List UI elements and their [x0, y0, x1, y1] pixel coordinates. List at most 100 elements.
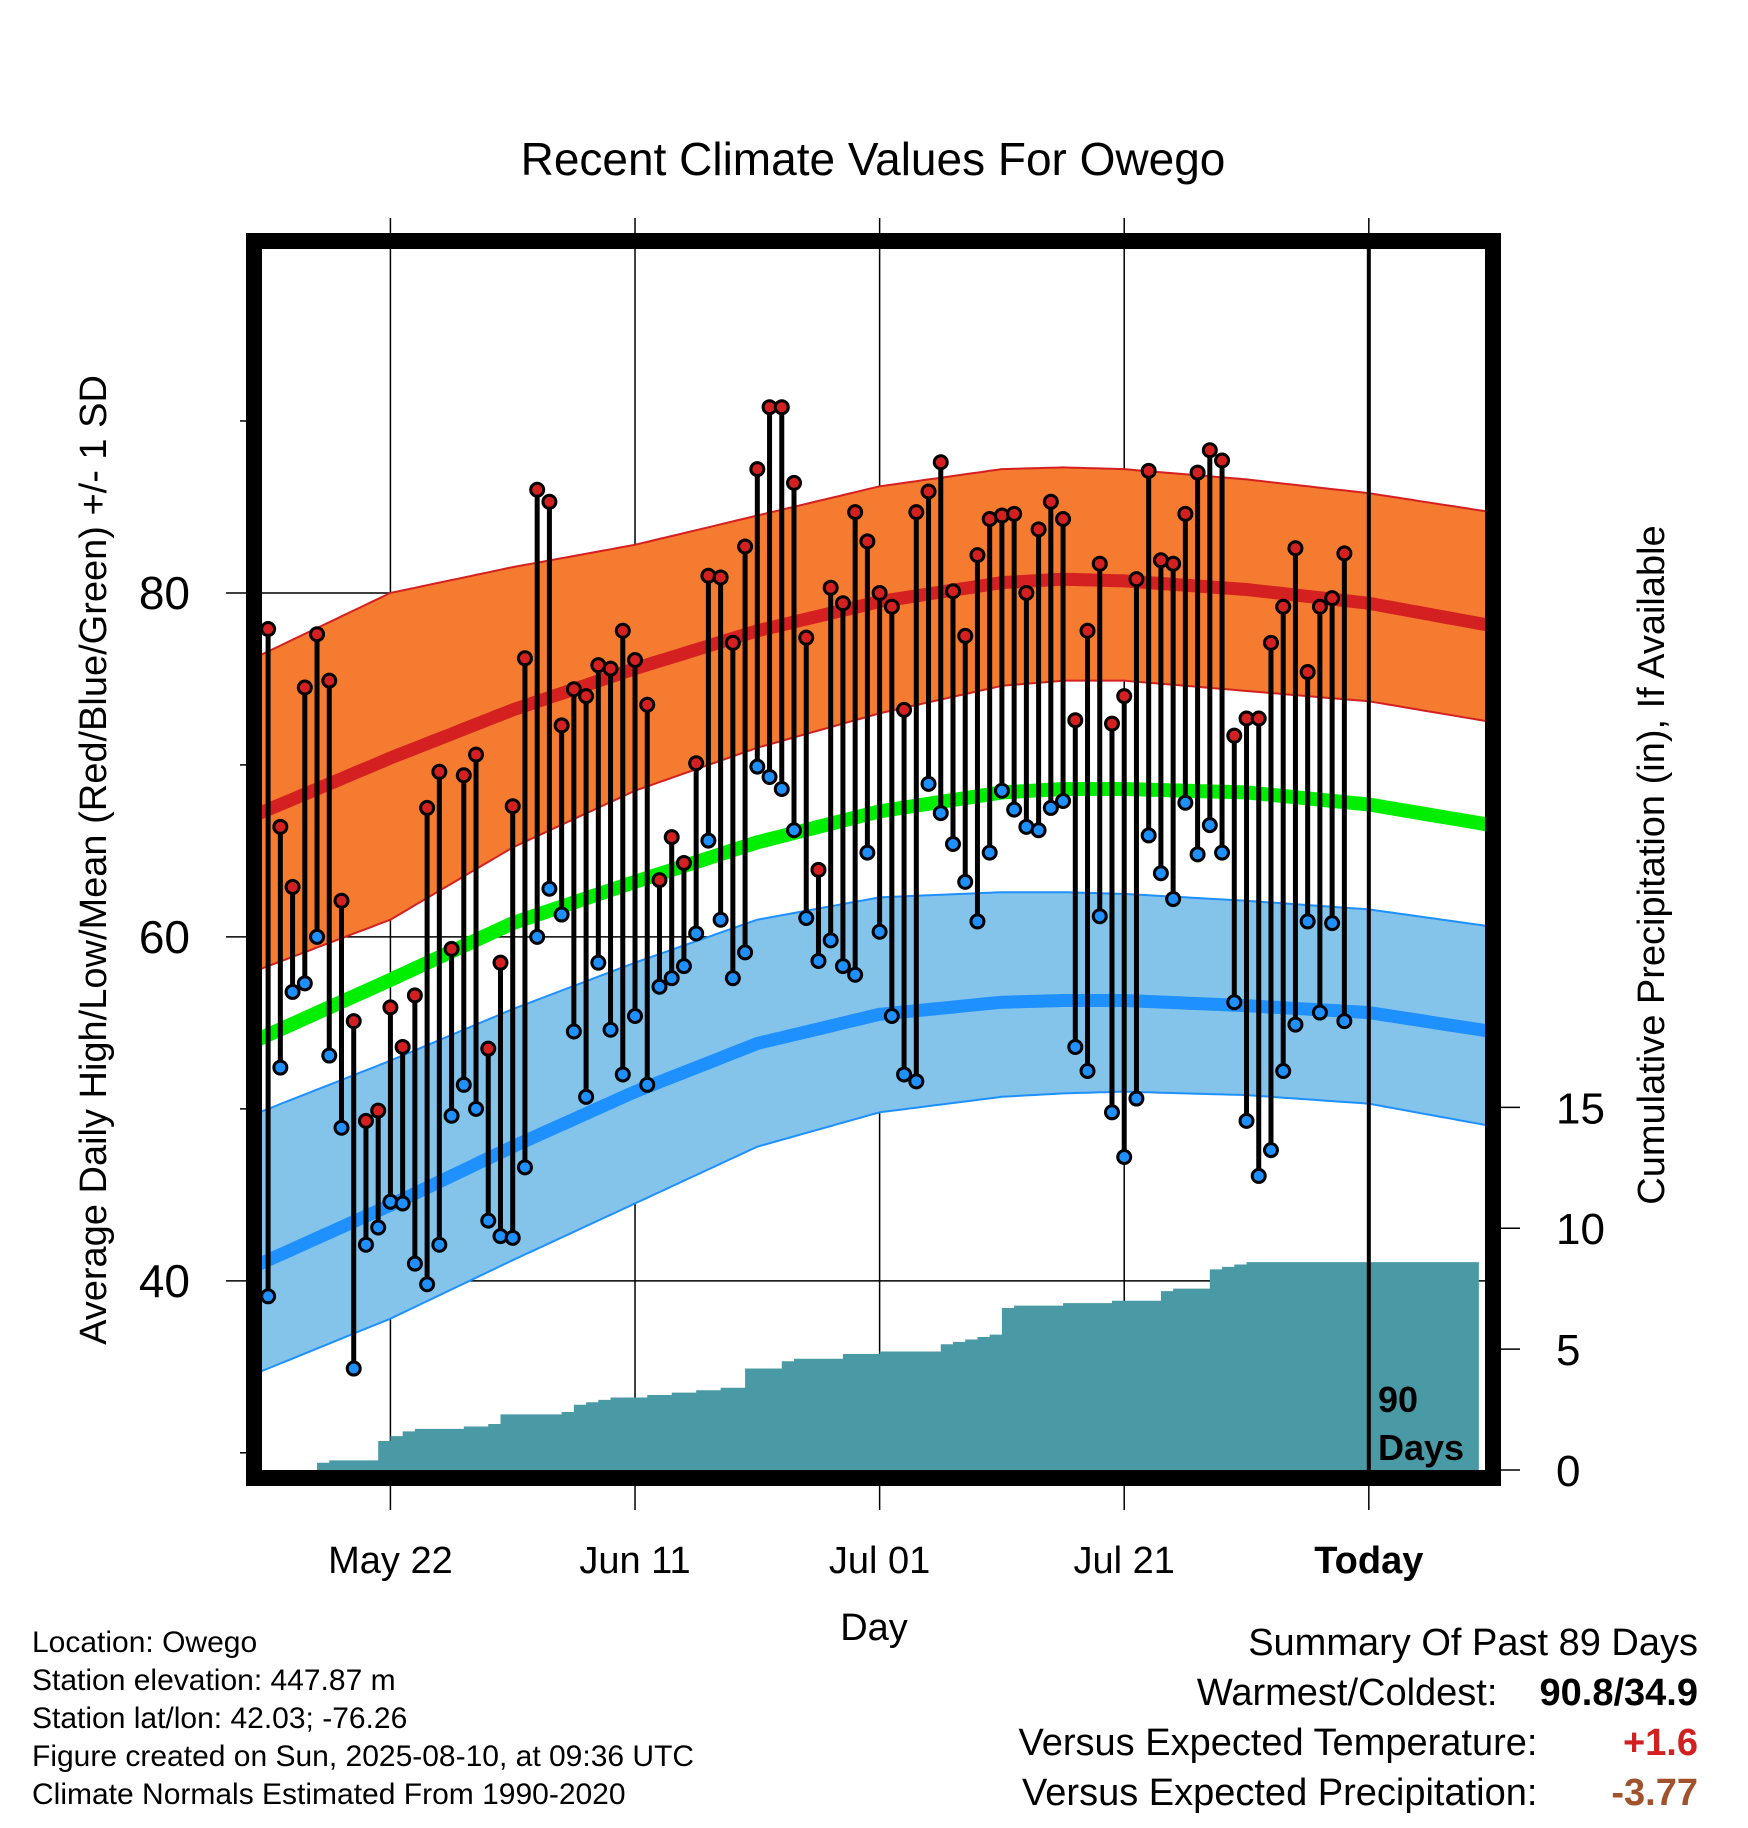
low-point — [969, 913, 986, 930]
high-point — [394, 1038, 411, 1055]
y-left-tick-label: 40 — [139, 1255, 190, 1307]
low-point — [1324, 915, 1341, 932]
high-point — [639, 696, 656, 713]
today-days-label: Days — [1378, 1427, 1464, 1468]
low-point — [1238, 1112, 1255, 1129]
low-point — [529, 928, 546, 945]
y-right-tick-label: 15 — [1556, 1084, 1605, 1133]
low-point — [272, 1059, 289, 1076]
plot-area — [262, 249, 1485, 1470]
low-point — [419, 1276, 436, 1293]
y-right-tick-label: 0 — [1556, 1447, 1580, 1496]
low-point — [1140, 827, 1157, 844]
high-point — [663, 829, 680, 846]
low-point — [675, 958, 692, 975]
high-point — [1030, 521, 1047, 538]
high-point — [1299, 664, 1316, 681]
high-point — [284, 879, 301, 896]
high-point — [419, 799, 436, 816]
high-point — [737, 538, 754, 555]
low-point — [920, 775, 937, 792]
high-point — [810, 861, 827, 878]
info-elevation: Station elevation: 447.87 m — [32, 1664, 396, 1697]
low-point — [504, 1229, 521, 1246]
high-point — [724, 634, 741, 651]
low-point — [1055, 793, 1072, 810]
low-point — [627, 1007, 644, 1024]
high-point — [1079, 622, 1096, 639]
high-point — [883, 598, 900, 615]
low-point — [357, 1236, 374, 1253]
high-point — [1250, 710, 1267, 727]
y-left-tick-label: 60 — [139, 911, 190, 963]
high-point — [504, 798, 521, 815]
high-point — [578, 688, 595, 705]
low-normal-band — [262, 892, 1485, 1371]
low-point — [749, 758, 766, 775]
low-point — [541, 880, 558, 897]
high-point — [944, 583, 961, 600]
plot-frame — [246, 233, 1501, 1486]
low-point — [1152, 865, 1169, 882]
high-point — [1336, 545, 1353, 562]
high-point — [969, 547, 986, 564]
high-point — [1006, 505, 1023, 522]
summary-warmest-row: Warmest/Coldest: 90.8/34.9 — [1019, 1668, 1698, 1718]
low-point — [993, 782, 1010, 799]
x-tick-label: Jul 01 — [829, 1540, 930, 1582]
low-point — [786, 822, 803, 839]
low-point — [639, 1076, 656, 1093]
high-point — [1201, 442, 1218, 459]
low-point — [262, 1288, 277, 1305]
high-point — [480, 1040, 497, 1057]
high-point — [957, 627, 974, 644]
high-point — [786, 474, 803, 491]
low-point — [981, 844, 998, 861]
low-point — [700, 832, 717, 849]
low-point — [798, 909, 815, 926]
low-point — [333, 1119, 350, 1136]
low-point — [443, 1107, 460, 1124]
low-point — [309, 928, 326, 945]
summary-warmest-label: Warmest/Coldest: — [1196, 1672, 1498, 1714]
low-point — [1116, 1149, 1133, 1166]
summary-precip-label: Versus Expected Precipitation: — [1022, 1772, 1538, 1814]
high-point — [1103, 715, 1120, 732]
low-point — [516, 1159, 533, 1176]
high-point — [1091, 555, 1108, 572]
low-point — [834, 958, 851, 975]
low-point — [1336, 1013, 1353, 1030]
high-point — [602, 660, 619, 677]
low-point — [602, 1021, 619, 1038]
low-point — [883, 1007, 900, 1024]
observations — [262, 399, 1353, 1377]
high-point — [847, 504, 864, 521]
low-point — [847, 966, 864, 983]
today-marker: 90 Days — [1366, 249, 1464, 1470]
info-created: Figure created on Sun, 2025-08-10, at 09… — [32, 1740, 695, 1773]
high-point — [1226, 727, 1243, 744]
high-point — [1324, 590, 1341, 607]
high-point — [627, 652, 644, 669]
high-point — [541, 493, 558, 510]
summary-temp-label: Versus Expected Temperature: — [1018, 1722, 1538, 1764]
high-point — [712, 569, 729, 586]
high-point — [1165, 555, 1182, 572]
low-point — [871, 923, 888, 940]
low-point — [822, 932, 839, 949]
low-point — [1177, 794, 1194, 811]
high-point — [406, 987, 423, 1004]
low-point — [908, 1073, 925, 1090]
low-point — [455, 1076, 472, 1093]
high-point — [1116, 688, 1133, 705]
high-point — [1189, 464, 1206, 481]
summary-temp-value: +1.6 — [1622, 1722, 1698, 1764]
summary-warmest-value: 90.8/34.9 — [1539, 1672, 1698, 1714]
summary-precip-value: -3.77 — [1611, 1772, 1698, 1814]
high-point — [333, 892, 350, 909]
high-point — [1287, 540, 1304, 557]
high-point — [309, 626, 326, 643]
high-point — [529, 481, 546, 498]
low-point — [810, 952, 827, 969]
